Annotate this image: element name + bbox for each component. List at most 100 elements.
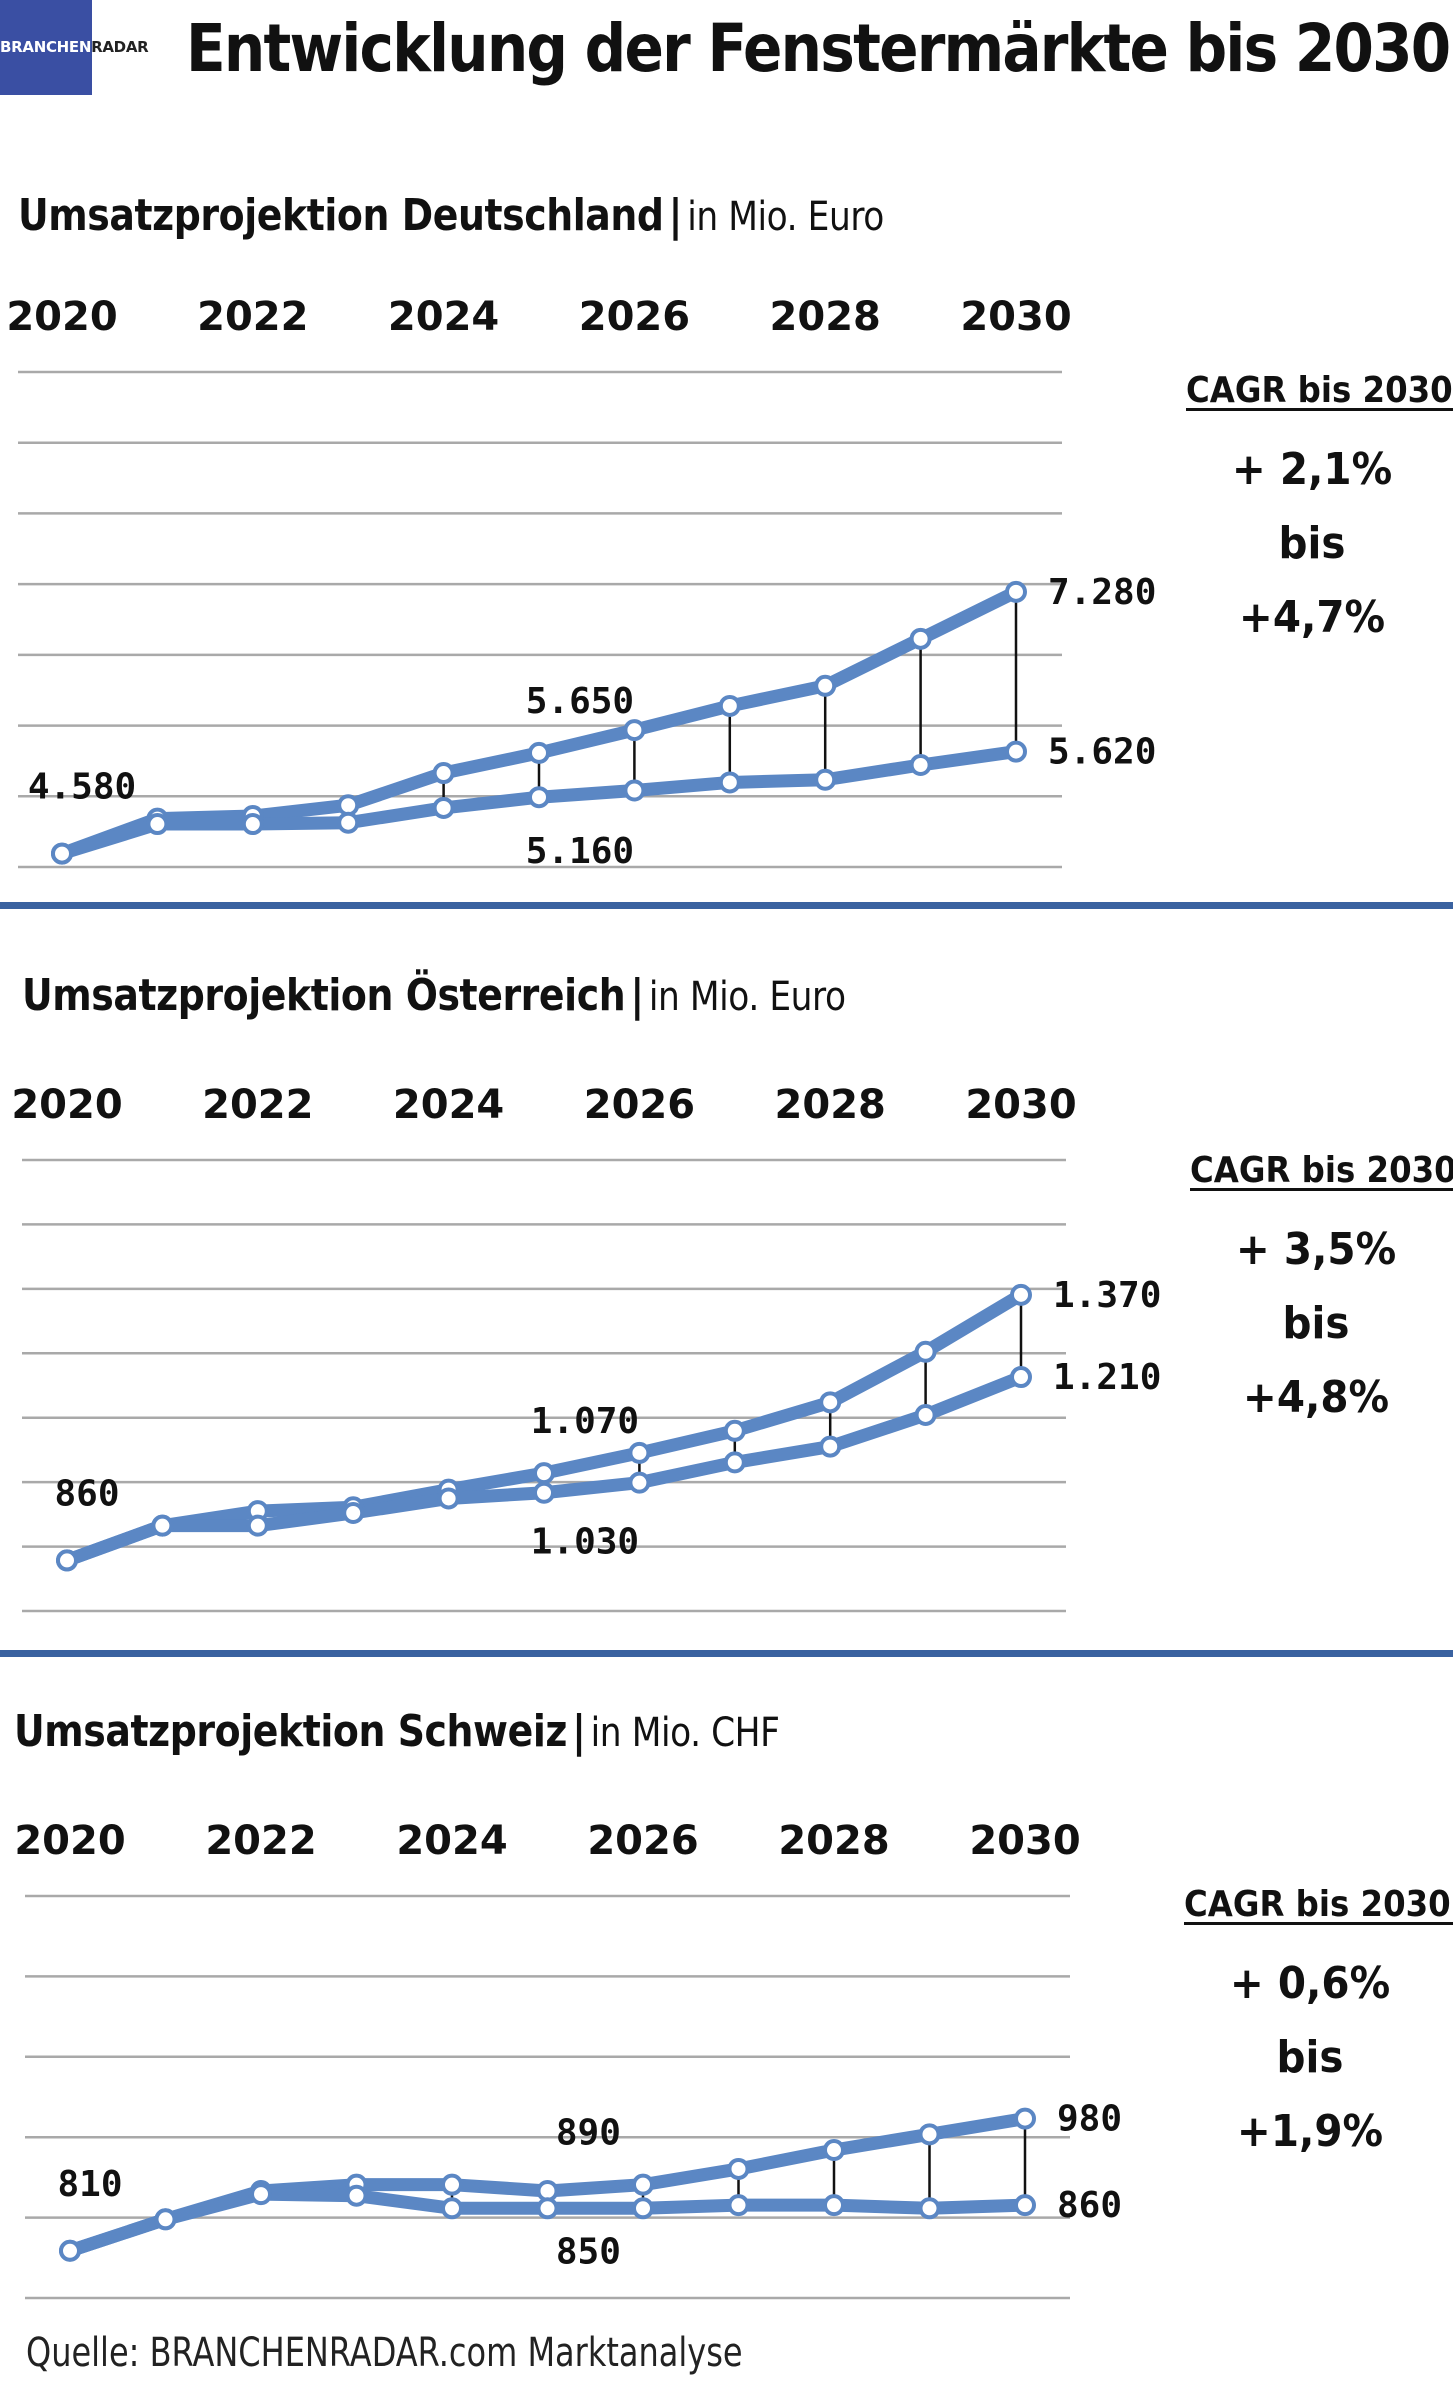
data-label: 7.280 — [1048, 572, 1156, 613]
point-low — [1014, 2194, 1036, 2217]
point-high — [528, 741, 550, 764]
point-high — [823, 2139, 845, 2162]
data-label: 860 — [54, 1473, 119, 1514]
point-high — [814, 674, 837, 697]
panel-title: Umsatzprojektion Österreich | in Mio. Euro — [22, 970, 846, 1021]
data-label: 4.580 — [28, 767, 136, 808]
x-tick-label: 2026 — [579, 294, 690, 340]
data-label: 5.160 — [526, 831, 634, 872]
point-high — [819, 1391, 842, 1414]
cagr-box: CAGR bis 2030: + 3,5% bis +4,8% — [1176, 1150, 1453, 1435]
point-low — [151, 1514, 174, 1537]
x-tick-label: 2030 — [960, 294, 1071, 340]
cagr-heading: CAGR bis 2030: — [1186, 370, 1453, 411]
panel-title: Umsatzprojektion Schweiz | in Mio. CHF — [14, 1706, 780, 1757]
point-low — [154, 2208, 177, 2231]
point-low — [1005, 740, 1027, 763]
page-title: Entwicklung der Fenstermärkte bis 2030 — [186, 10, 1451, 87]
data-label: 1.210 — [1053, 1357, 1161, 1398]
point-high — [1014, 2107, 1036, 2130]
x-tick-label: 2030 — [969, 1818, 1080, 1864]
point-high — [536, 2179, 559, 2202]
point-low — [432, 796, 455, 819]
point-low — [727, 2194, 750, 2217]
cagr-low: + 2,1% — [1231, 444, 1393, 495]
source-note: Quelle: BRANCHENRADAR.com Marktanalyse — [26, 2330, 743, 2376]
point-high — [727, 2157, 750, 2180]
point-low — [437, 1487, 460, 1510]
point-low — [56, 1549, 78, 1572]
cagr-heading: CAGR bis 2030: — [1184, 1884, 1453, 1925]
point-high — [914, 1340, 937, 1363]
point-low — [823, 2194, 845, 2217]
point-low — [536, 2197, 559, 2220]
cagr-box: CAGR bis 2030: + 0,6% bis +1,9% — [1170, 1884, 1453, 2169]
x-tick-label: 2024 — [388, 294, 499, 340]
panel-title: Umsatzprojektion Deutschland | in Mio. Eur… — [18, 190, 884, 241]
cagr-bis: bis — [1282, 1298, 1350, 1349]
data-label: 860 — [1057, 2185, 1122, 2226]
point-low — [1010, 1366, 1032, 1389]
x-tick-label: 2028 — [778, 1818, 889, 1864]
x-tick-label: 2020 — [6, 294, 117, 340]
x-tick-label: 2026 — [584, 1082, 695, 1128]
data-label: 810 — [57, 2164, 122, 2205]
data-label: 850 — [556, 2231, 621, 2272]
cagr-low: + 0,6% — [1229, 1958, 1391, 2009]
point-low — [918, 2197, 941, 2220]
x-tick-label: 2026 — [587, 1818, 698, 1864]
point-low — [246, 1514, 269, 1537]
point-low — [814, 768, 837, 791]
point-low — [718, 771, 741, 794]
cagr-heading: CAGR bis 2030: — [1190, 1150, 1453, 1191]
point-low — [819, 1435, 842, 1458]
x-tick-label: 2028 — [775, 1082, 886, 1128]
point-low — [623, 779, 646, 802]
cagr-high: +4,7% — [1238, 592, 1386, 643]
point-low — [632, 2197, 654, 2220]
x-tick-label: 2022 — [202, 1082, 313, 1128]
x-tick-label: 2024 — [393, 1082, 504, 1128]
cagr-high: +4,8% — [1242, 1372, 1390, 1423]
point-high — [1005, 580, 1027, 603]
cagr-high: +1,9% — [1236, 2106, 1384, 2157]
branchenradar-logo — [0, 0, 92, 95]
point-high — [718, 694, 741, 717]
point-low — [723, 1451, 746, 1474]
point-low — [250, 2183, 272, 2206]
x-tick-label: 2028 — [770, 294, 881, 340]
point-low — [528, 786, 550, 809]
x-tick-label: 2030 — [965, 1082, 1076, 1128]
data-label: 5.620 — [1048, 732, 1156, 773]
point-low — [914, 1403, 937, 1426]
point-high — [918, 2123, 941, 2146]
cagr-low: + 3,5% — [1235, 1224, 1397, 1275]
x-tick-label: 2022 — [205, 1818, 316, 1864]
cagr-bis: bis — [1278, 518, 1346, 569]
cagr-bis: bis — [1276, 2032, 1344, 2083]
data-label: 1.070 — [531, 1401, 639, 1442]
x-tick-label: 2024 — [396, 1818, 507, 1864]
cagr-box: CAGR bis 2030: + 2,1% bis +4,7% — [1172, 370, 1453, 655]
point-high — [632, 2173, 654, 2196]
point-low — [441, 2197, 463, 2220]
point-low — [342, 1501, 365, 1524]
data-label: 890 — [556, 2113, 621, 2154]
point-low — [337, 811, 360, 834]
section-divider — [0, 902, 1453, 909]
point-low — [533, 1481, 555, 1504]
point-low — [628, 1471, 651, 1494]
point-low — [909, 753, 932, 776]
point-high — [432, 762, 455, 785]
point-low — [241, 813, 264, 836]
data-label: 1.030 — [531, 1521, 639, 1562]
point-low — [345, 2184, 368, 2207]
point-high — [441, 2173, 463, 2196]
data-label: 5.650 — [526, 681, 634, 722]
point-high — [1010, 1283, 1032, 1306]
point-high — [723, 1419, 746, 1442]
point-low — [146, 813, 169, 836]
